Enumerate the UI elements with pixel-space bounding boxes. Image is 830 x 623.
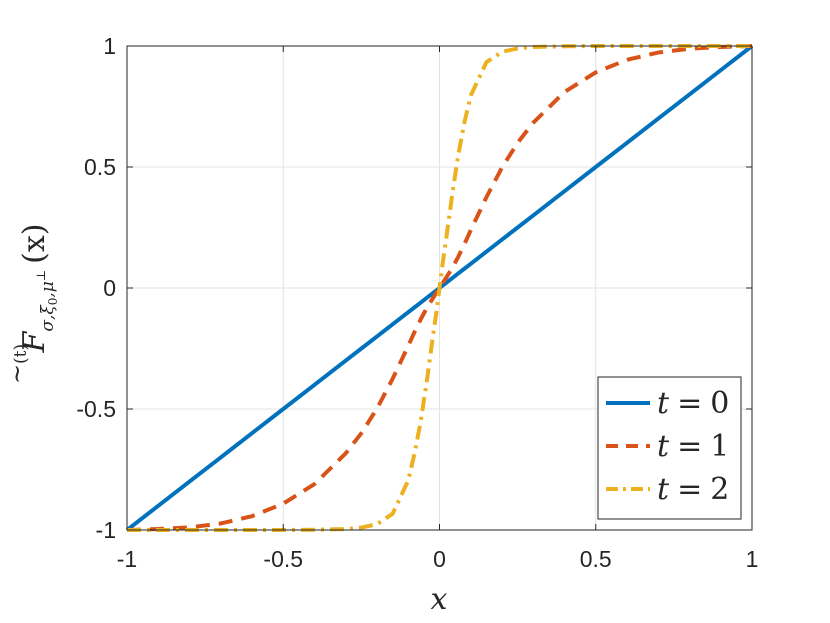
y-label-subscript: σ,ξ bbox=[38, 304, 58, 332]
x-tick-label: -0.5 bbox=[263, 546, 303, 572]
y-label-argument: (x) bbox=[17, 224, 52, 264]
y-tick-label: 0 bbox=[103, 275, 116, 301]
y-label-base: F bbox=[17, 330, 52, 353]
legend-label-t2: t = 2 bbox=[657, 472, 729, 507]
y-label-superscript: (t) bbox=[11, 344, 31, 364]
svg-text:Fσ,ξ0,μ⊥(x): Fσ,ξ0,μ⊥ (x) bbox=[17, 224, 60, 354]
y-label-subscript-tail: ,μ bbox=[38, 281, 58, 297]
y-label-accent: ~ bbox=[3, 364, 31, 384]
y-tick-label: -0.5 bbox=[76, 396, 116, 422]
x-tick-label: 1 bbox=[746, 546, 759, 572]
x-tick-label: -1 bbox=[117, 546, 137, 572]
legend-label-t0: t = 0 bbox=[657, 386, 729, 421]
y-tick-label: 0.5 bbox=[84, 154, 116, 180]
legend: t = 0 t = 1 t = 2 bbox=[597, 376, 742, 520]
legend-label-t1: t = 1 bbox=[657, 429, 729, 464]
y-tick-label: -1 bbox=[96, 517, 116, 543]
y-tick-label: 1 bbox=[103, 33, 116, 59]
series-line-t1 bbox=[126, 44, 753, 532]
legend-box bbox=[597, 376, 742, 520]
y-axis-label: Fσ,ξ0,μ⊥ (x) (t) ~ bbox=[3, 224, 60, 384]
axis-ticks: -1 -0.5 0 0.5 1 -1 -0.5 0 0.5 1 bbox=[76, 33, 758, 572]
x-axis-label: x bbox=[431, 582, 448, 617]
y-label-subscript-index: 0 bbox=[46, 298, 60, 306]
x-tick-label: 0.5 bbox=[580, 546, 612, 572]
y-label-subscript-tail-sup: ⊥ bbox=[34, 270, 48, 281]
x-tick-label: 0 bbox=[433, 546, 446, 572]
